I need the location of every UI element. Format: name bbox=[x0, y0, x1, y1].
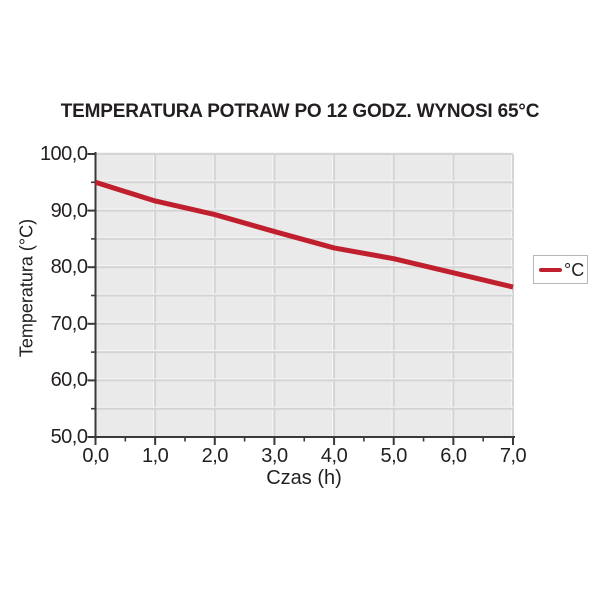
y-tick-label: 50,0 bbox=[50, 426, 88, 448]
x-tick-label: 6,0 bbox=[440, 445, 467, 467]
y-tick-label: 100,0 bbox=[39, 143, 88, 165]
legend-line-swatch bbox=[539, 267, 562, 272]
y-tick-label: 90,0 bbox=[50, 199, 88, 222]
y-tick-label: 60,0 bbox=[50, 369, 88, 392]
x-tick-label: 3,0 bbox=[261, 445, 288, 467]
y-tick-label: 80,0 bbox=[50, 256, 88, 279]
x-tick-label: 2,0 bbox=[201, 445, 229, 467]
x-tick-label: 4,0 bbox=[320, 445, 348, 467]
y-axis-title: Temperatura (°C) bbox=[16, 218, 37, 358]
chart-title: TEMPERATURA POTRAW PO 12 GODZ. WYNOSI 65… bbox=[60, 101, 540, 122]
x-axis-title: Czas (h) bbox=[266, 467, 342, 489]
x-tick-label: 5,0 bbox=[380, 445, 408, 467]
x-tick-label: 1,0 bbox=[141, 445, 169, 467]
legend-box: °C bbox=[533, 255, 588, 284]
x-tick-label: 7,0 bbox=[499, 445, 527, 467]
x-tick-label: 0,0 bbox=[82, 445, 109, 467]
series-line-°C bbox=[94, 179, 514, 290]
legend-series-label: °C bbox=[564, 259, 585, 280]
y-tick-label: 70,0 bbox=[50, 312, 88, 335]
